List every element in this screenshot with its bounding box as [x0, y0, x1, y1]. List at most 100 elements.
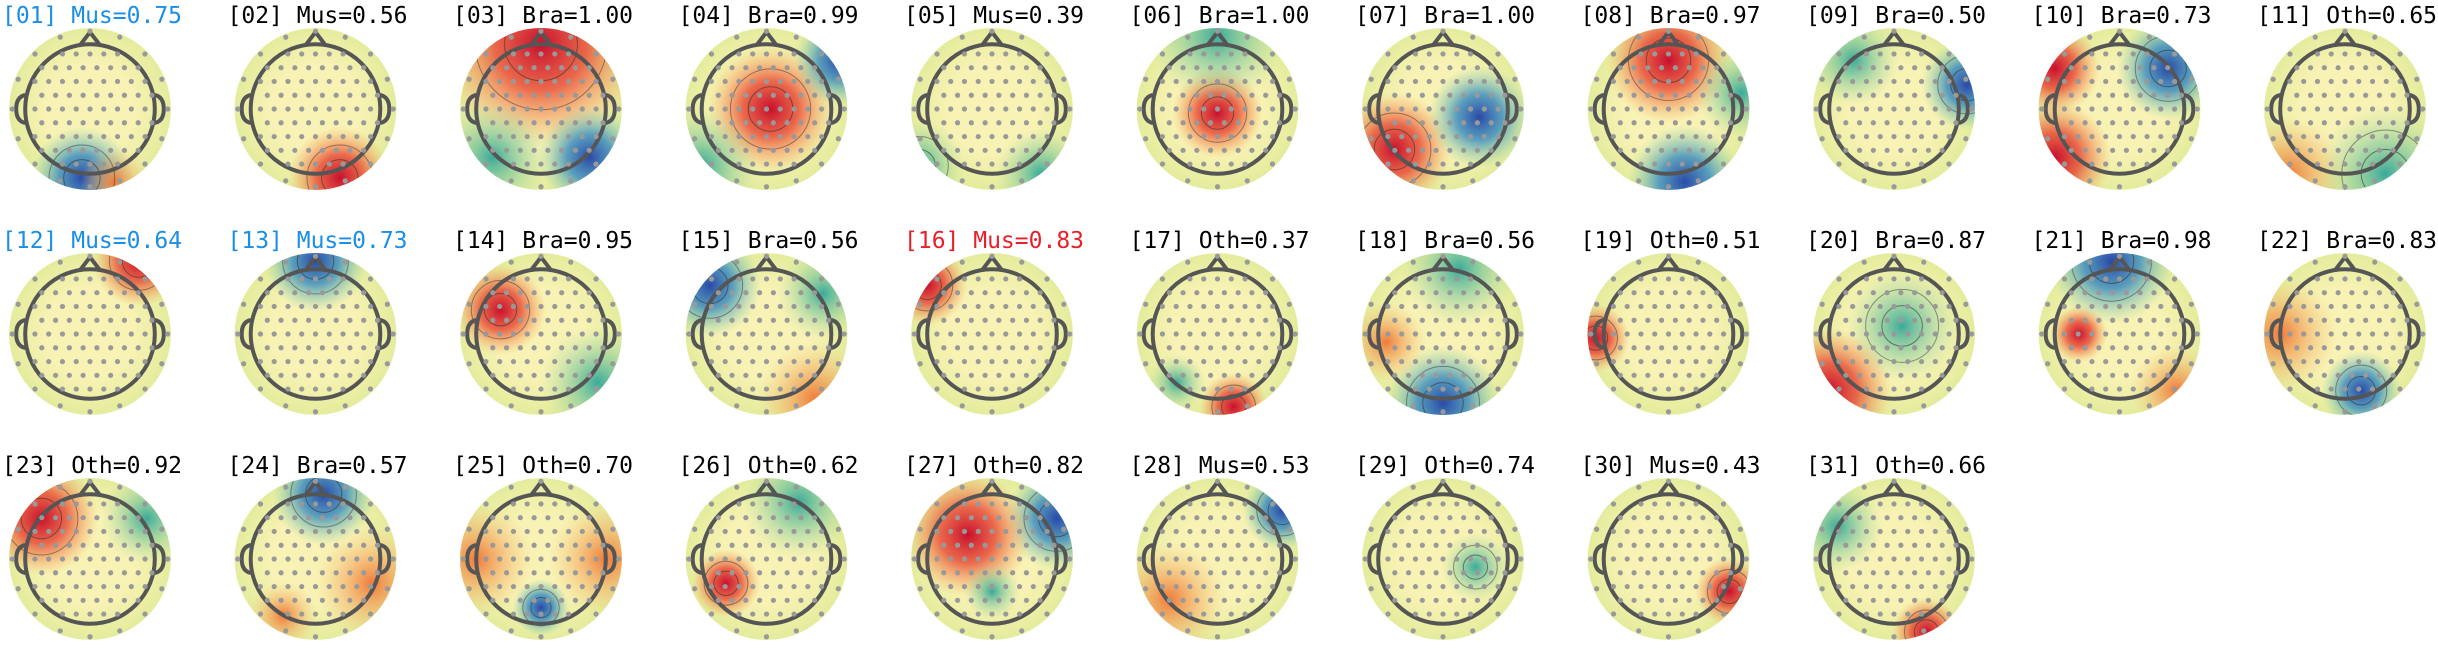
electrode: [80, 317, 86, 323]
electrode: [524, 501, 530, 507]
electrode: [128, 303, 134, 310]
electrode: [1727, 120, 1734, 126]
electrode: [791, 611, 797, 617]
electrode: [1467, 358, 1474, 365]
electrode: [2082, 290, 2088, 296]
electrode: [593, 611, 599, 617]
component-panel: [17] Oth=0.37: [1130, 228, 1310, 415]
electrode: [271, 556, 277, 562]
electrode: [1016, 358, 1023, 365]
electrode: [1166, 515, 1172, 521]
electrode: [1925, 290, 1932, 296]
electrode: [2314, 78, 2321, 85]
electrode: [1030, 358, 1036, 365]
electrode: [2089, 386, 2095, 392]
electrode: [757, 65, 763, 71]
electrode: [975, 528, 981, 535]
electrode: [1235, 542, 1241, 548]
electrode: [1016, 611, 1023, 617]
electrode: [734, 34, 740, 40]
electrode: [2328, 358, 2334, 365]
electrode: [715, 597, 721, 603]
electrode: [347, 542, 353, 548]
electrode: [968, 570, 974, 576]
electrode: [32, 331, 38, 337]
electrode: [1819, 301, 1825, 307]
electrode: [114, 556, 121, 562]
electrode: [128, 331, 134, 337]
electrode: [1714, 515, 1720, 521]
electrode: [361, 92, 367, 98]
electrode: [94, 290, 100, 296]
electrode: [1856, 372, 1863, 378]
electrode: [2061, 331, 2068, 337]
electrode: [1631, 147, 1637, 153]
electrode: [2307, 65, 2314, 71]
electrode: [2096, 372, 2102, 378]
electrode: [1003, 556, 1009, 562]
electrode: [743, 317, 749, 323]
electrode: [1221, 542, 1227, 548]
electrode: [66, 542, 72, 548]
component-title: [28] Mus=0.53: [1130, 453, 1310, 479]
electrode: [1061, 136, 1067, 142]
electrode: [757, 317, 763, 323]
electrode: [1693, 501, 1699, 507]
head-outline: [1376, 492, 1510, 626]
electrode: [1173, 331, 1179, 337]
electrode: [1263, 542, 1269, 548]
ear-left: [1592, 543, 1605, 575]
electrode: [941, 120, 947, 126]
electrode: [384, 136, 390, 142]
electrode: [508, 403, 514, 409]
electrode: [1884, 65, 1890, 71]
electrode: [941, 542, 947, 548]
electrode: [750, 501, 756, 507]
electrode: [121, 515, 128, 521]
electrode: [87, 583, 93, 590]
electrode: [793, 484, 799, 490]
electrode: [1003, 303, 1009, 310]
electrode: [1665, 106, 1672, 112]
electrode: [1392, 317, 1398, 323]
electrode: [770, 372, 776, 378]
electrode: [572, 290, 579, 296]
electrode: [271, 78, 277, 85]
electrode: [39, 92, 45, 98]
electrode: [593, 106, 599, 112]
electrode: [1877, 501, 1883, 507]
electrode: [2301, 331, 2307, 337]
ear-right: [154, 318, 166, 350]
electrode: [1214, 276, 1221, 282]
electrode: [1269, 386, 1276, 392]
electrode: [1693, 611, 1699, 617]
electrode: [73, 276, 79, 282]
electrode: [798, 345, 804, 351]
electrode: [483, 78, 489, 85]
electrode: [319, 290, 325, 296]
electrode: [1044, 583, 1050, 590]
electrode: [1912, 317, 1918, 323]
electrode: [108, 317, 114, 323]
electrode: [257, 331, 264, 337]
electrode: [367, 276, 374, 282]
ear-right: [379, 543, 392, 575]
electrode: [299, 303, 305, 310]
electrode: [2146, 403, 2152, 409]
electrode: [1003, 528, 1009, 535]
electrode: [2314, 51, 2321, 57]
electrode: [1228, 386, 1234, 392]
electrode: [1836, 556, 1842, 562]
electrode: [2342, 106, 2348, 112]
electrode: [1610, 78, 1617, 85]
electrode: [2294, 345, 2300, 351]
electrode: [1185, 484, 1191, 490]
electrode: [2123, 372, 2129, 378]
ear-left: [1141, 318, 1154, 350]
electrode: [135, 515, 141, 521]
electrode: [2116, 133, 2123, 140]
electrode: [340, 611, 346, 617]
electrode: [559, 597, 565, 603]
electrode: [1946, 133, 1952, 140]
electrode: [538, 358, 544, 365]
